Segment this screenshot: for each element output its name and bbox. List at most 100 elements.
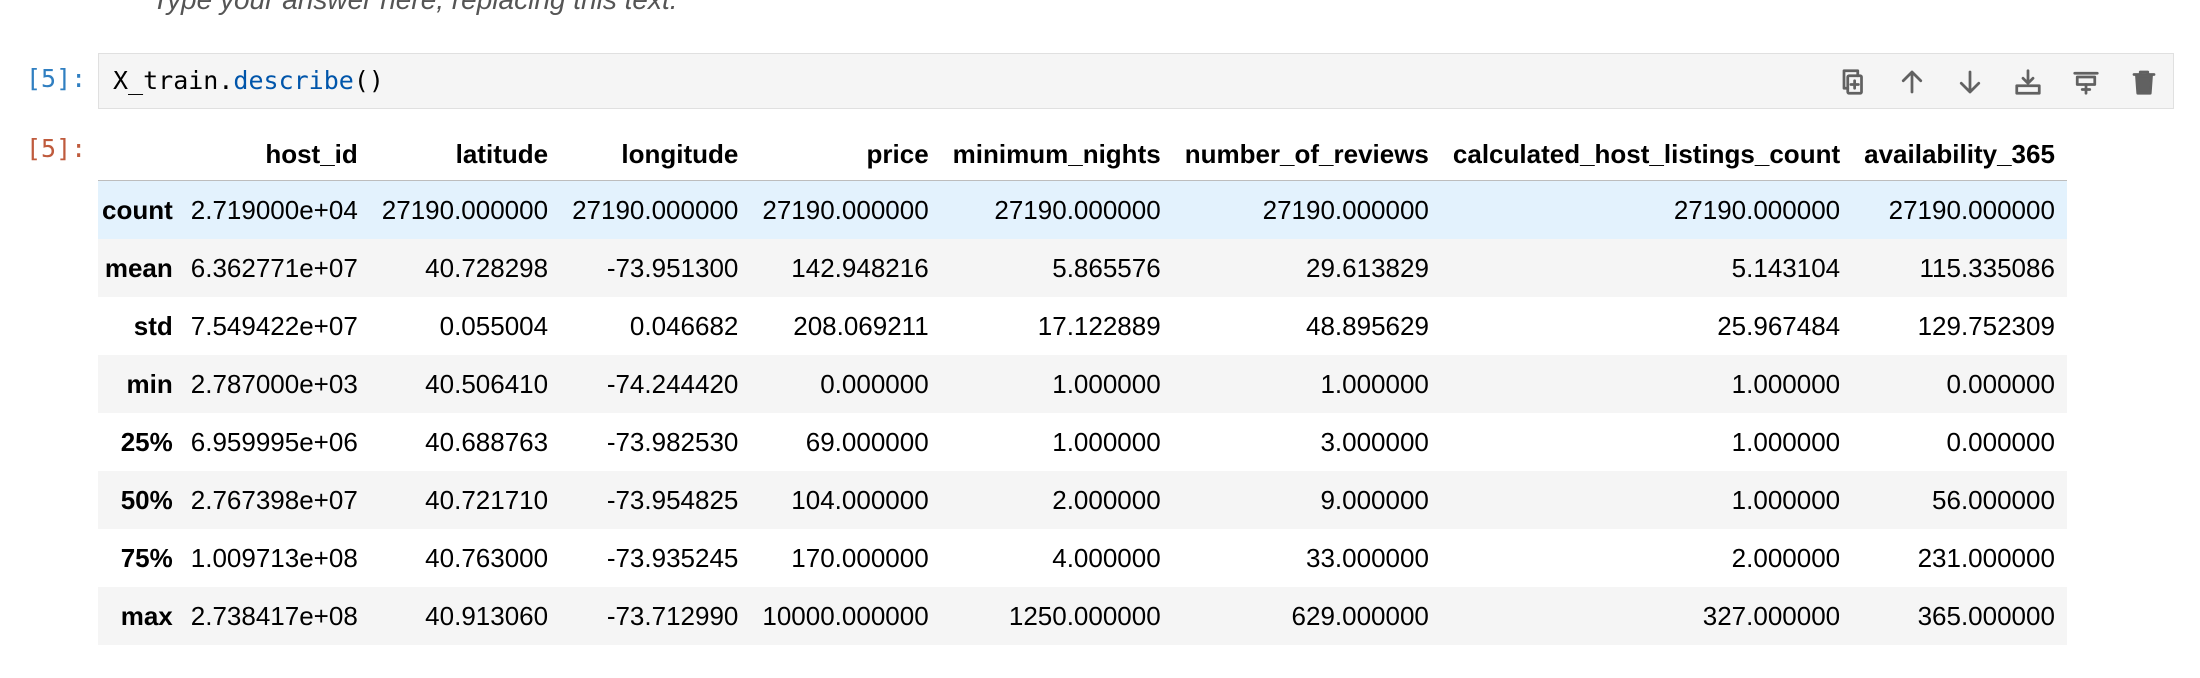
previous-markdown-text: Type your answer here, replacing this te… — [152, 0, 678, 16]
table-cell: 1.000000 — [1052, 426, 1161, 457]
table-cell: 0.000000 — [1946, 368, 2055, 399]
table-cell: 0.000000 — [1946, 426, 2055, 457]
column-header: minimum_nights — [940, 128, 1173, 181]
row-index-label: min — [126, 368, 173, 399]
table-cell: 40.913060 — [425, 600, 549, 631]
table-cell: 27190.000000 — [1888, 194, 2055, 225]
table-header-row: host_id latitude longitude price minimum… — [98, 128, 2067, 181]
code-method: describe — [233, 66, 354, 95]
column-header: availability_365 — [1852, 128, 2067, 181]
table-cell: 33.000000 — [1306, 542, 1429, 573]
table-cell: 48.895629 — [1306, 310, 1429, 341]
table-cell: 5.865576 — [1052, 252, 1161, 283]
row-index-label: max — [120, 600, 173, 631]
table-cell: 1.000000 — [1731, 368, 1841, 399]
table-cell: -74.244420 — [606, 368, 739, 399]
table-cell: 29.613829 — [1306, 252, 1429, 283]
column-header: host_id — [178, 128, 370, 181]
table-cell: 6.959995e+06 — [190, 426, 358, 457]
table-cell: 27190.000000 — [1673, 194, 1841, 225]
insert-cell-above-button[interactable] — [1999, 60, 2057, 104]
row-index-label: 25% — [120, 426, 173, 457]
code-cell[interactable]: X_train.describe() — [98, 53, 2174, 109]
table-row: 25% 6.959995e+06 40.688763 -73.982530 69.000… — [98, 413, 2067, 471]
table-cell: 327.000000 — [1702, 600, 1841, 631]
table-cell: 25.967484 — [1717, 310, 1841, 341]
table-cell: 6.362771e+07 — [190, 252, 358, 283]
table-row: count 2.719000e+04 27190.000000 27190.00000… — [98, 180, 2067, 239]
table-cell: 27190.000000 — [381, 194, 549, 225]
table-cell: 40.688763 — [425, 426, 549, 457]
table-cell: 115.335086 — [1919, 252, 2055, 283]
arrow-down-icon — [1959, 70, 1981, 94]
table-row: 75% 1.009713e+08 40.763000 -73.935245 170.00… — [98, 529, 2067, 587]
column-header: number_of_reviews — [1172, 128, 1441, 181]
output-prompt: [5]: — [26, 134, 87, 163]
duplicate-icon — [1842, 69, 1863, 95]
table-cell: 2.738417e+08 — [190, 600, 358, 631]
table-cell: 104.000000 — [791, 484, 929, 515]
table-cell: -73.935245 — [606, 542, 739, 573]
table-row: std 7.549422e+07 0.055004 0.046682 208.06921… — [98, 297, 2067, 355]
table-cell: 27190.000000 — [994, 194, 1161, 225]
table-cell: 142.948216 — [791, 252, 929, 283]
table-cell: 129.752309 — [1917, 310, 2055, 341]
table-cell: 40.721710 — [425, 484, 549, 515]
input-prompt: [5]: — [26, 64, 87, 93]
describe-table: host_id latitude longitude price minimum… — [98, 128, 2067, 645]
table-row: max 2.738417e+08 40.913060 -73.712990 10000.… — [98, 587, 2067, 645]
table-cell: -73.951300 — [606, 252, 739, 283]
table-cell: -73.982530 — [606, 426, 739, 457]
trash-icon — [2132, 70, 2156, 95]
table-cell: 2.000000 — [1731, 542, 1841, 573]
table-cell: 10000.000000 — [762, 600, 929, 631]
row-index-label: mean — [104, 252, 173, 283]
column-header: price — [750, 128, 941, 181]
insert-below-icon — [2073, 71, 2099, 95]
column-header: longitude — [560, 128, 751, 181]
table-cell: 0.000000 — [820, 368, 929, 399]
table-cell: 1.009713e+08 — [190, 542, 358, 573]
table-cell: 0.046682 — [629, 310, 739, 341]
table-row: min 2.787000e+03 40.506410 -74.244420 0.0000… — [98, 355, 2067, 413]
row-index-label: count — [102, 194, 173, 225]
table-cell: 365.000000 — [1917, 600, 2055, 631]
table-cell: 2.719000e+04 — [190, 194, 358, 225]
code-dot: . — [218, 66, 234, 95]
table-row: mean 6.362771e+07 40.728298 -73.951300 142.9… — [98, 239, 2067, 297]
output-area: host_id latitude longitude price minimum… — [98, 128, 2178, 648]
table-cell: 1250.000000 — [1008, 600, 1161, 631]
table-cell: 27190.000000 — [1262, 194, 1429, 225]
column-header: calculated_host_listings_count — [1440, 128, 1853, 181]
table-cell: 1.000000 — [1320, 368, 1429, 399]
table-cell: 208.069211 — [793, 310, 929, 341]
delete-cell-button[interactable] — [2115, 60, 2173, 104]
table-row: 50% 2.767398e+07 40.721710 -73.954825 104.00… — [98, 471, 2067, 529]
table-cell: 40.763000 — [425, 542, 549, 573]
table-cell: 1.000000 — [1052, 368, 1161, 399]
code-parens: () — [353, 66, 384, 95]
table-cell: -73.712990 — [606, 600, 739, 631]
table-cell: 3.000000 — [1320, 426, 1429, 457]
insert-above-icon — [2015, 69, 2041, 95]
table-cell: 2.000000 — [1052, 484, 1161, 515]
table-cell: 40.506410 — [425, 368, 549, 399]
arrow-up-icon — [1901, 70, 1923, 94]
table-cell: 17.122889 — [1037, 310, 1161, 341]
table-cell: 40.728298 — [425, 252, 549, 283]
table-cell: 629.000000 — [1291, 600, 1429, 631]
duplicate-cell-button[interactable] — [1825, 60, 1883, 104]
table-cell: 27190.000000 — [572, 194, 739, 225]
table-cell: 27190.000000 — [762, 194, 929, 225]
code-line[interactable]: X_train.describe() — [113, 66, 384, 95]
table-cell: 1.000000 — [1731, 484, 1841, 515]
code-object: X_train — [113, 66, 219, 95]
move-down-button[interactable] — [1941, 60, 1999, 104]
move-up-button[interactable] — [1883, 60, 1941, 104]
cell-toolbar — [1825, 60, 2173, 104]
table-cell: 170.000000 — [791, 542, 929, 573]
insert-cell-below-button[interactable] — [2057, 60, 2115, 104]
index-header — [98, 128, 179, 181]
table-cell: 1.000000 — [1731, 426, 1841, 457]
row-index-label: 75% — [120, 542, 173, 573]
